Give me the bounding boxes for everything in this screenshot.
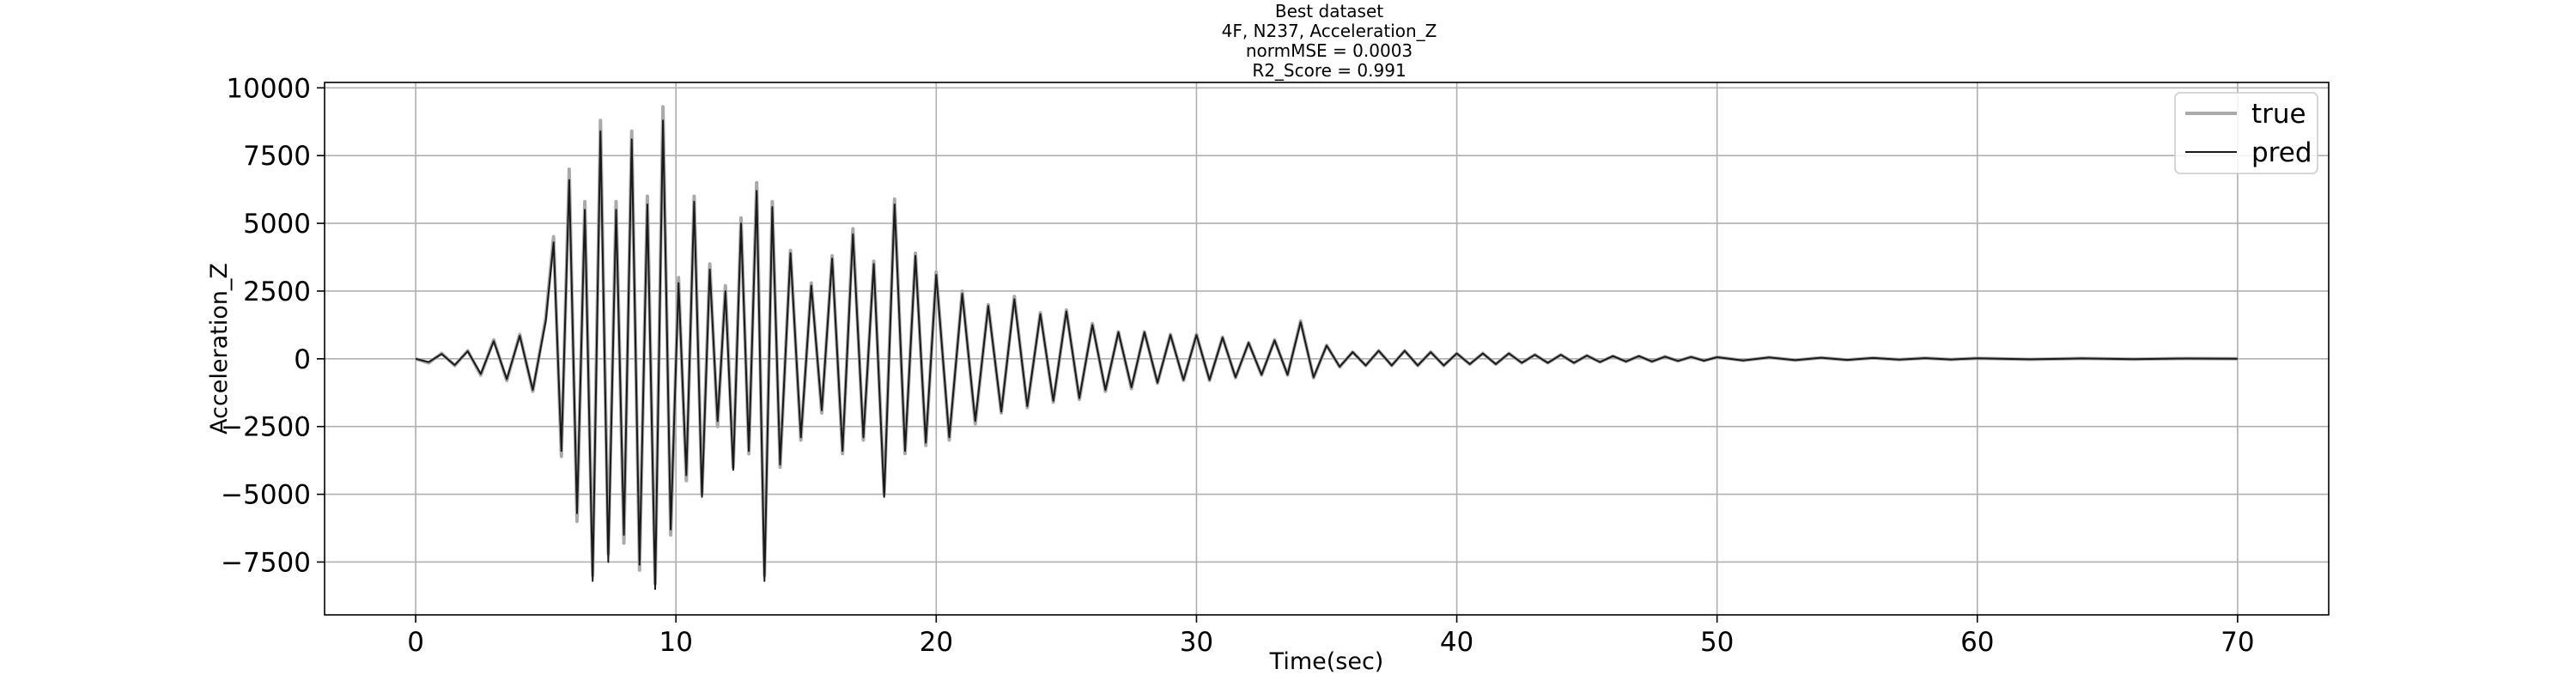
y-tick-label: −2500 <box>221 412 311 443</box>
title-line-2: 4F, N237, Acceleration_Z <box>1222 21 1437 41</box>
plot-area <box>415 105 2238 590</box>
legend-label-true: true <box>2251 99 2306 130</box>
y-axis-ticks: −7500 −5000 −2500 0 2500 5000 7500 10000 <box>221 73 325 578</box>
y-tick-label: 0 <box>294 344 311 375</box>
x-tick-label: 50 <box>1700 627 1734 658</box>
y-tick-label: −5000 <box>221 480 311 511</box>
axes-frame <box>324 82 2330 616</box>
x-tick-label: 70 <box>2221 627 2254 658</box>
series-line-pred <box>415 119 2238 590</box>
x-tick-label: 20 <box>920 627 953 658</box>
legend-label-pred: pred <box>2251 137 2312 168</box>
x-tick-label: 60 <box>1960 627 1994 658</box>
x-tick-label: 0 <box>407 627 424 658</box>
x-tick-label: 30 <box>1180 627 1213 658</box>
x-axis-label: Time(sec) <box>1269 648 1384 675</box>
y-tick-label: 2500 <box>243 277 311 307</box>
x-axis-ticks: 0 10 20 30 40 50 60 70 <box>407 615 2255 658</box>
x-tick-label: 10 <box>659 627 692 658</box>
y-tick-label: 7500 <box>243 141 311 172</box>
y-tick-label: −7500 <box>221 547 311 578</box>
y-tick-label: 10000 <box>226 73 311 104</box>
title-line-3: normMSE = 0.0003 <box>1246 40 1413 61</box>
title-line-4: R2_Score = 0.991 <box>1252 60 1406 81</box>
title-line-1: Best dataset <box>1275 1 1383 21</box>
x-tick-label: 40 <box>1440 627 1473 658</box>
legend: true pred <box>2174 92 2318 174</box>
y-tick-label: 5000 <box>243 209 311 240</box>
series-layer <box>415 105 2238 590</box>
chart-title: Best dataset 4F, N237, Acceleration_Z no… <box>1222 1 1437 81</box>
y-axis-label: Acceleration_Z <box>206 263 233 435</box>
